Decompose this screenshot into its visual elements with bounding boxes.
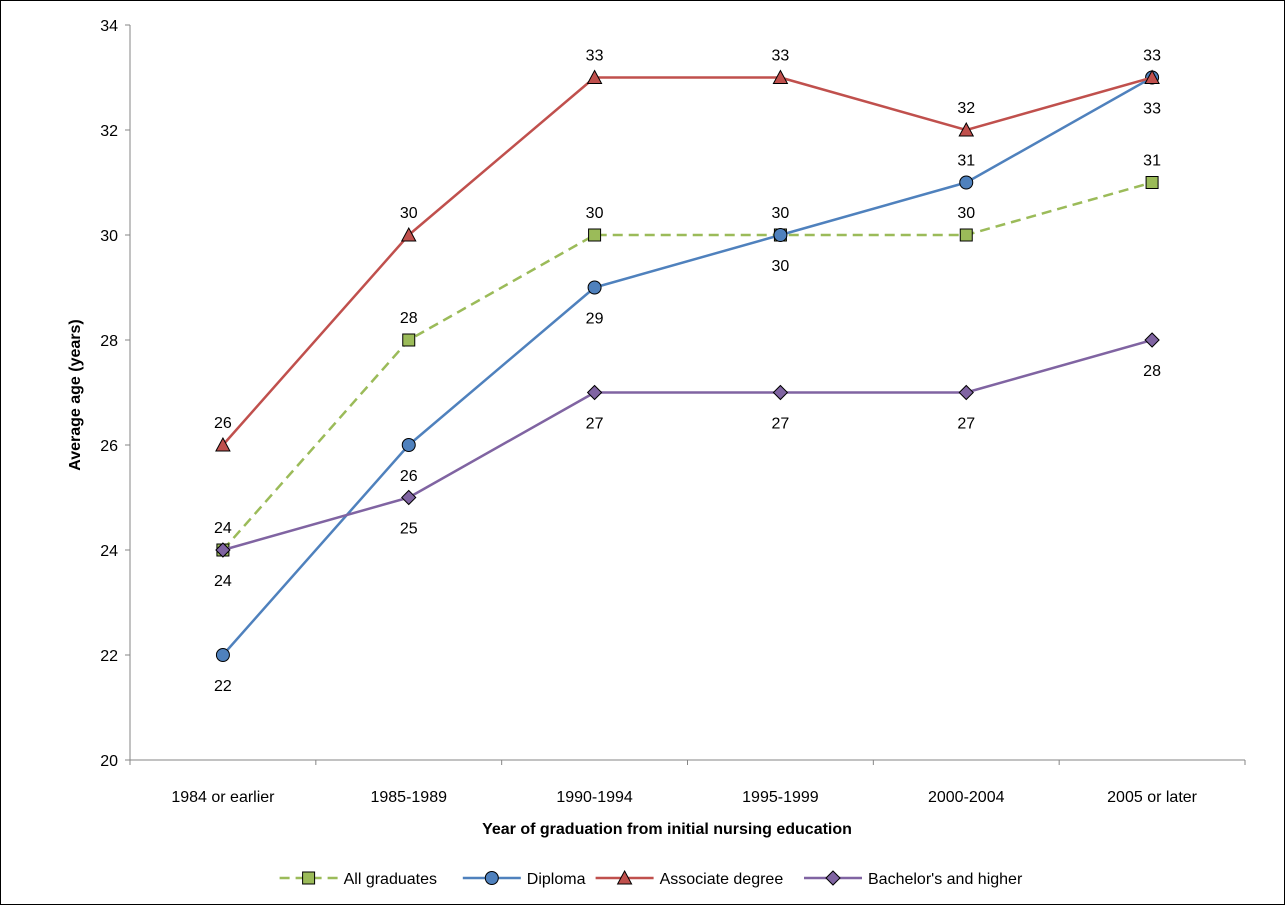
legend-item-bachelor-s-and-higher: Bachelor's and higher <box>804 870 1023 888</box>
data-point-diploma <box>215 648 230 662</box>
data-label-all-graduates: 30 <box>586 205 604 222</box>
data-label-bachelor-s-and-higher: 27 <box>586 416 604 433</box>
data-point-bachelor-s-and-higher <box>215 542 231 558</box>
x-tick-label: 1984 or earlier <box>171 789 275 806</box>
data-point-associate-degree <box>958 121 975 137</box>
series-line-all-graduates <box>221 181 1153 551</box>
data-point-bachelor-s-and-higher <box>1144 332 1160 348</box>
legend-item-diploma: Diploma <box>462 871 586 888</box>
data-label-all-graduates: 28 <box>400 310 418 327</box>
y-tick-label: 22 <box>100 648 118 665</box>
x-tick-label: 2005 or later <box>1107 789 1198 806</box>
data-label-diploma: 29 <box>586 311 604 328</box>
data-point-associate-degree <box>1144 69 1160 84</box>
legend-label-diploma: Diploma <box>527 871 586 888</box>
y-tick-label: 34 <box>100 18 118 35</box>
data-label-bachelor-s-and-higher: 25 <box>400 521 418 538</box>
data-point-diploma <box>773 228 788 242</box>
y-tick-label: 26 <box>100 438 118 455</box>
data-point-diploma <box>959 175 974 190</box>
data-point-associate-degree <box>215 436 231 452</box>
series-line-associate-degree <box>221 76 1153 446</box>
series-associate-degree <box>215 69 1160 452</box>
data-label-associate-degree: 26 <box>214 415 232 432</box>
data-point-diploma <box>587 280 602 295</box>
data-point-all-graduates <box>402 333 416 347</box>
series-line-bachelor-s-and-higher <box>222 338 1153 552</box>
data-point-all-graduates <box>959 228 973 242</box>
data-point-all-graduates <box>588 228 602 242</box>
x-axis-title: Year of graduation from initial nursing … <box>482 821 852 838</box>
y-axis-title: Average age (years) <box>67 319 84 471</box>
series-diploma <box>215 70 1160 662</box>
data-label-all-graduates: 30 <box>957 205 975 222</box>
data-label-all-graduates: 30 <box>772 205 790 222</box>
series-line-diploma <box>221 76 1153 656</box>
legend: All graduates Diploma Associate degree Bach… <box>279 869 1023 888</box>
y-tick-label: 24 <box>100 543 118 560</box>
data-label-associate-degree: 32 <box>957 100 975 117</box>
axes: 20 22 24 26 28 30 32 34 1984 or earlier 1985-1989… <box>100 18 1246 806</box>
data-label-associate-degree: 33 <box>772 48 790 65</box>
x-tick-label: 1995-1999 <box>742 789 819 806</box>
data-label-diploma: 33 <box>1143 101 1161 118</box>
data-label-bachelor-s-and-higher: 27 <box>772 416 790 433</box>
legend-label-associate-degree: Associate degree <box>660 871 784 888</box>
y-tick-label: 28 <box>100 333 118 350</box>
legend-item-all-graduates: All graduates <box>279 871 437 888</box>
x-tick-label: 1990-1994 <box>556 789 633 806</box>
legend-marker-diploma <box>484 871 499 885</box>
x-tick-label: 2000-2004 <box>928 789 1005 806</box>
y-tick-label: 32 <box>100 123 118 140</box>
data-point-bachelor-s-and-higher <box>586 384 603 401</box>
data-point-bachelor-s-and-higher <box>958 384 974 401</box>
legend-marker-bachelor-s-and-higher <box>825 870 841 886</box>
data-label-diploma: 30 <box>772 258 790 275</box>
legend-marker-all-graduates <box>302 871 316 885</box>
data-point-associate-degree <box>400 226 417 242</box>
legend-label-all-graduates: All graduates <box>344 871 437 888</box>
data-label-bachelor-s-and-higher: 28 <box>1143 363 1161 380</box>
data-point-all-graduates <box>1145 176 1159 189</box>
data-point-associate-degree <box>772 69 789 84</box>
y-tick-label: 20 <box>100 753 118 770</box>
series-layer <box>215 69 1160 662</box>
series-bachelor-s-and-higher <box>215 332 1160 558</box>
data-label-associate-degree: 30 <box>400 205 418 222</box>
data-label-diploma: 31 <box>957 153 975 170</box>
data-label-all-graduates: 24 <box>214 520 232 537</box>
data-label-diploma: 26 <box>400 468 418 485</box>
data-point-bachelor-s-and-higher <box>772 384 789 401</box>
data-label-bachelor-s-and-higher: 24 <box>214 573 232 590</box>
y-tick-label: 30 <box>100 228 118 245</box>
data-point-bachelor-s-and-higher <box>401 489 417 506</box>
data-point-diploma <box>401 438 416 452</box>
x-tick-label: 1985-1989 <box>370 789 447 806</box>
data-point-associate-degree <box>586 69 603 84</box>
data-label-bachelor-s-and-higher: 27 <box>957 416 975 433</box>
legend-marker-associate-degree <box>616 869 633 885</box>
legend-item-associate-degree: Associate degree <box>595 869 784 888</box>
data-label-diploma: 22 <box>214 678 232 695</box>
data-labels: 24 28 30 30 30 31 22 26 29 30 31 33 26 30 33 33 32 33 24 25… <box>214 48 1161 696</box>
data-label-associate-degree: 33 <box>1143 48 1161 65</box>
legend-label-bachelor-s-and-higher: Bachelor's and higher <box>868 871 1023 888</box>
data-label-associate-degree: 33 <box>586 48 604 65</box>
data-label-all-graduates: 31 <box>1143 153 1161 170</box>
